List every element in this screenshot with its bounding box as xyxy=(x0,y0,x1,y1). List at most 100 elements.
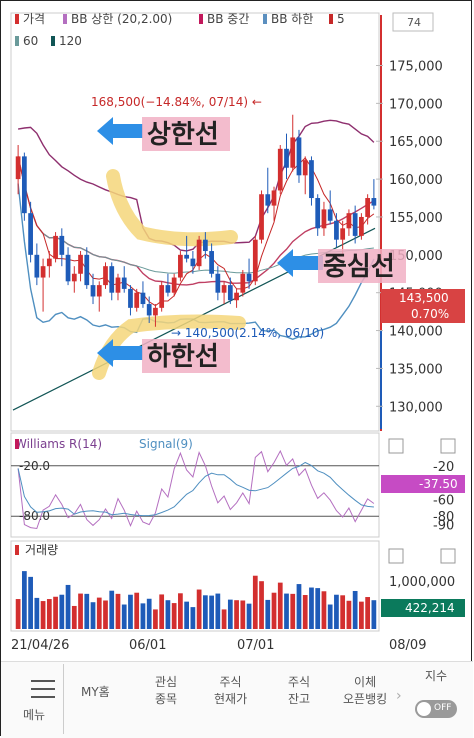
x-tick-label: 21/04/26 xyxy=(11,638,69,653)
ma5-line xyxy=(17,156,375,307)
candle-body xyxy=(252,239,258,282)
menu-label: 메뉴 xyxy=(23,708,46,722)
williams-value-box xyxy=(381,475,465,493)
price-tick-label: 165,000 xyxy=(389,135,443,150)
x-tick-label: 07/01 xyxy=(237,638,274,653)
volume-bar xyxy=(178,593,183,629)
current-price-box xyxy=(381,289,465,323)
candle-body xyxy=(209,251,214,274)
volume-bar xyxy=(84,593,90,629)
lower-band-label: 하한선 xyxy=(147,342,219,372)
volume-bar xyxy=(140,603,146,629)
high-price-annotation: 168,500(−14.84%, 07/14) ← xyxy=(91,95,262,109)
volume-panel-frame xyxy=(10,540,380,632)
volume-bar xyxy=(46,599,52,629)
candle-body xyxy=(315,198,321,229)
volume-value-box xyxy=(381,599,465,617)
volume-close-icon xyxy=(440,548,456,564)
volume-bar xyxy=(184,601,190,629)
candle-body xyxy=(90,285,96,297)
price-tick-label: 140,000 xyxy=(389,325,443,340)
candle-body xyxy=(302,160,308,176)
volume-bar xyxy=(28,576,33,629)
candle-body xyxy=(215,273,221,293)
candle-body xyxy=(296,137,302,176)
volume-bar xyxy=(240,600,246,629)
williams-ref-label-upper: -20.0 xyxy=(19,459,50,473)
menu-button[interactable]: 메뉴 xyxy=(5,664,64,734)
candle-body xyxy=(234,292,239,301)
volume-bar xyxy=(65,584,71,629)
volume-bar xyxy=(190,607,196,629)
x-tick-label: 06/01 xyxy=(129,638,166,653)
williams-current-value: -37.50 xyxy=(419,477,458,491)
volume-bar xyxy=(115,593,121,629)
volume-bar xyxy=(40,601,46,629)
candle-body xyxy=(65,254,71,282)
volume-bar xyxy=(234,600,239,629)
nav-item-current-price[interactable]: 주식 현재가 xyxy=(214,675,248,706)
volume-tick-label: 1,000,000 xyxy=(389,575,455,590)
legend-ma60: 60 xyxy=(23,34,38,48)
volume-bar xyxy=(327,604,333,629)
index-toggle[interactable]: OFF xyxy=(415,700,457,718)
candle-body xyxy=(334,220,339,240)
close-icon xyxy=(440,438,456,454)
legend-bb-lower-swatch xyxy=(263,14,267,24)
williams-signal-line xyxy=(17,461,374,517)
volume-bar xyxy=(121,604,127,629)
candle-body xyxy=(284,148,289,168)
nav-item-balance[interactable]: 주식 잔고 xyxy=(288,675,311,706)
volume-bar xyxy=(34,597,40,629)
volume-bar xyxy=(202,595,208,629)
candle-body xyxy=(21,156,27,214)
low-price-annotation: → 140,500(2.14%, 06/10) xyxy=(171,326,324,340)
candle-body xyxy=(140,292,146,305)
volume-bar xyxy=(277,582,283,629)
nav-item-open-banking[interactable]: 이체 오픈뱅킹 xyxy=(343,675,388,706)
volume-bar xyxy=(215,593,221,629)
price-tick-label: 170,000 xyxy=(389,97,443,112)
volume-bar xyxy=(59,594,65,629)
williams-line xyxy=(17,449,375,530)
nav-item-my-home[interactable]: MY홈 xyxy=(81,685,110,699)
volume-bar xyxy=(153,609,158,629)
volume-bar xyxy=(53,596,58,629)
candle-body xyxy=(78,254,83,274)
candle-body xyxy=(221,285,227,293)
volume-bar xyxy=(284,593,289,629)
candle-body xyxy=(321,209,327,229)
highlight-stroke-upper xyxy=(106,169,238,247)
volume-bar xyxy=(71,605,77,629)
candle-body xyxy=(290,137,296,168)
candle-body xyxy=(227,285,233,301)
candle-body xyxy=(340,228,346,240)
volume-bar xyxy=(315,588,321,629)
williams-panel-frame xyxy=(10,432,380,538)
toggle-state-text: OFF xyxy=(434,703,452,713)
legend-bb-middle-swatch xyxy=(199,14,203,24)
williams-tick-label: -80 xyxy=(433,510,454,525)
volume-legend: 거래량 xyxy=(25,543,58,557)
candle-body xyxy=(371,198,377,206)
volume-bar xyxy=(15,599,21,629)
chevron-right-icon[interactable]: › xyxy=(396,688,402,704)
price-tick-label: 130,000 xyxy=(389,400,443,415)
legend-price-swatch xyxy=(15,14,19,24)
nav-item-watchlist[interactable]: 관심 종목 xyxy=(155,675,178,706)
williams-tick-label: -90 xyxy=(433,519,454,534)
volume-bar xyxy=(302,595,308,629)
toggle-knob xyxy=(417,702,431,716)
volume-bar xyxy=(340,595,346,629)
candle-body xyxy=(134,292,140,308)
volume-bar xyxy=(271,592,277,629)
volume-bar xyxy=(171,603,177,629)
candle-body xyxy=(171,277,177,293)
candle-body xyxy=(115,277,121,293)
volume-bar xyxy=(165,600,171,629)
stock-chart[interactable]: 130,000135,000140,000145,000150,000155,0… xyxy=(1,1,473,661)
candle-body xyxy=(59,235,65,255)
candle-body xyxy=(96,285,102,297)
volume-bar xyxy=(96,597,102,629)
